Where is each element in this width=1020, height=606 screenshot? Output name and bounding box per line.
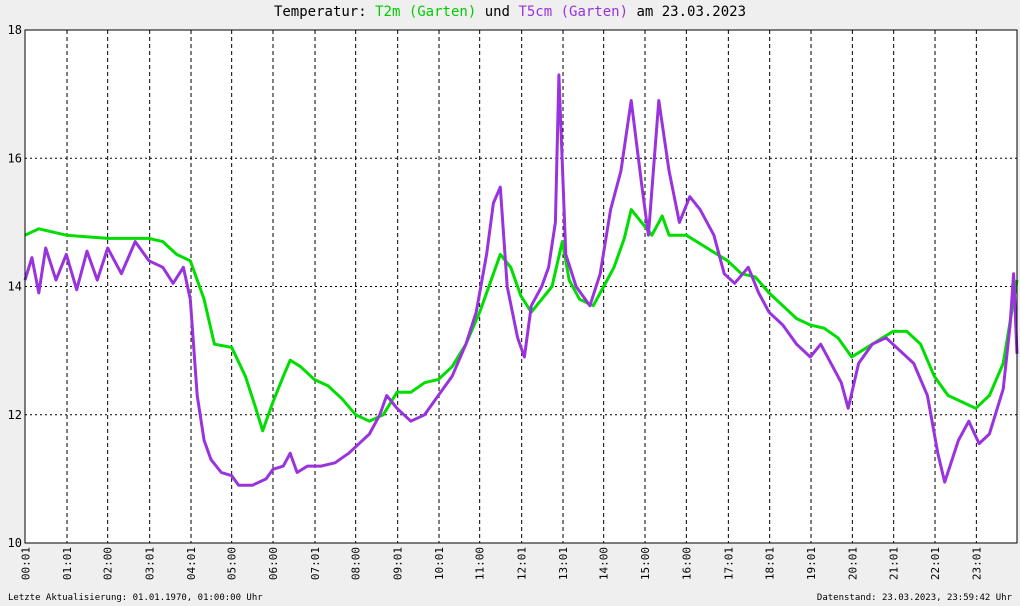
x-tick-label: 21:01 (888, 547, 901, 580)
title-prefix: Temperatur: (273, 4, 367, 20)
y-tick-label: 12 (8, 408, 22, 422)
y-tick-label: 10 (8, 536, 22, 550)
y-tick-label: 18 (8, 23, 22, 37)
x-tick-label: 10:01 (433, 547, 446, 580)
x-tick-label: 17:01 (722, 547, 735, 580)
data-status-text: Datenstand: 23.03.2023, 23:59:42 Uhr (816, 593, 1012, 603)
last-update-text: Letzte Aktualisierung: 01.01.1970, 01:00… (8, 593, 263, 603)
title-suffix: am 23.03.2023 (636, 4, 747, 20)
x-tick-label: 05:00 (226, 547, 239, 580)
grid-lines (25, 30, 1017, 543)
plot-border (24, 29, 1018, 544)
x-tick-label: 16:00 (680, 547, 693, 580)
x-tick-label: 02:00 (102, 547, 115, 580)
title-series-t5cm: T5cm (Garten) (518, 4, 629, 20)
title-middle: und (484, 4, 510, 20)
x-tick-label: 11:00 (474, 547, 487, 580)
x-tick-labels: 00:01 01:01 02:00 03:01 04:01 05:00 06:00 07:01… (20, 547, 984, 580)
x-tick-label: 00:01 (20, 547, 33, 580)
x-tick-label: 04:01 (185, 547, 198, 580)
title-series-t2m: T2m (Garten) (375, 4, 477, 20)
x-tick-label: 08:00 (350, 547, 363, 580)
x-tick-label: 20:01 (846, 547, 859, 580)
x-tick-label: 01:01 (61, 547, 74, 580)
x-tick-label: 23:01 (970, 547, 983, 580)
x-tick-label: 13:01 (557, 547, 570, 580)
x-tick-label: 12:01 (516, 547, 529, 580)
x-tick-label: 18:01 (764, 547, 777, 580)
y-tick-label: 14 (8, 280, 22, 294)
x-tick-label: 22:01 (929, 547, 942, 580)
x-tick-label: 15:00 (639, 547, 652, 580)
series-line-t5cm (23, 73, 1019, 487)
series-lines (23, 73, 1019, 487)
x-tick-label: 19:01 (805, 547, 818, 580)
series-line-t2m (24, 208, 1019, 433)
x-tick-label: 14:00 (598, 547, 611, 580)
y-tick-label: 16 (8, 151, 22, 165)
x-tick-label: 09:01 (392, 547, 405, 580)
x-tick-label: 07:01 (309, 547, 322, 580)
x-tick-label: 03:01 (144, 547, 157, 580)
y-tick-labels: 10 12 14 16 18 (8, 23, 22, 550)
chart-title: Temperatur: T2m (Garten) und T5cm (Garte… (0, 4, 1020, 20)
x-tick-label: 06:00 (267, 547, 280, 580)
